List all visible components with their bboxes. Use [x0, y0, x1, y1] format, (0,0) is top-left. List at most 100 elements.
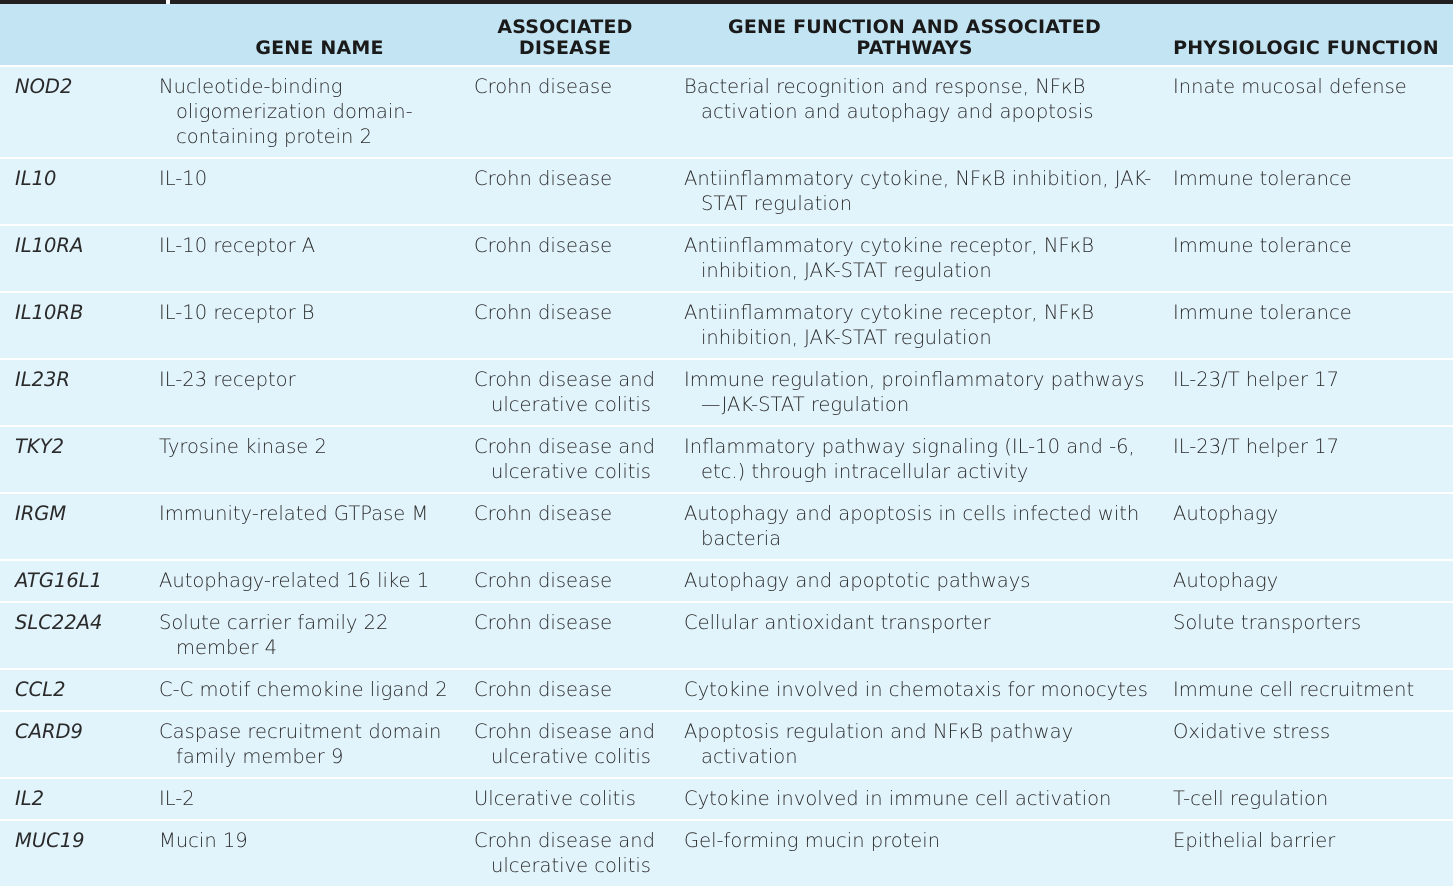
cell-physiologic: Autophagy — [1159, 492, 1453, 560]
physiologic-text: Oxidative stress — [1173, 720, 1331, 743]
top-rule-gap — [166, 0, 170, 4]
cell-gene: CCL2 — [0, 668, 145, 711]
pathway-text: Autophagy and apoptotic pathways — [684, 569, 1031, 592]
cell-gene-name: Solute carrier family 22 member 4 — [145, 601, 460, 669]
table-row: CCL2 C-C motif chemokine ligand 2 Crohn … — [0, 668, 1453, 711]
cell-physiologic: Solute transporters — [1159, 601, 1453, 669]
gene-name-text: IL-10 receptor A — [159, 234, 316, 257]
gene-name-text: IL-10 — [159, 167, 208, 190]
disease-text: Crohn disease — [474, 234, 613, 257]
cell-gene: IRGM — [0, 492, 145, 560]
cell-gene-name: IL-23 receptor — [145, 358, 460, 426]
header-gene-function: GENE FUNCTION AND ASSOCIATED PATHWAYS — [670, 4, 1159, 67]
physiologic-text: Autophagy — [1173, 569, 1279, 592]
cell-gene-name: Immunity-related GTPase M — [145, 492, 460, 560]
cell-pathway: Antiinflammatory cytokine, NFκB inhibiti… — [670, 157, 1159, 225]
cell-disease: Crohn disease and ulcerative colitis — [460, 425, 670, 493]
cell-gene: IL23R — [0, 358, 145, 426]
physiologic-text: Autophagy — [1173, 502, 1279, 525]
physiologic-text: Innate mucosal defense — [1173, 75, 1407, 98]
table-row: SLC22A4 Solute carrier family 22 member … — [0, 601, 1453, 669]
table-row: IL23R IL-23 receptor Crohn disease and u… — [0, 358, 1453, 426]
cell-gene-name: C-C motif chemokine ligand 2 — [145, 668, 460, 711]
cell-disease: Ulcerative colitis — [460, 777, 670, 820]
gene-name-text: Tyrosine kinase 2 — [159, 435, 327, 458]
cell-gene-name: Caspase recruitment domain family member… — [145, 710, 460, 778]
cell-gene: IL10RB — [0, 291, 145, 359]
header-associated-disease: ASSOCIATED DISEASE — [460, 4, 670, 67]
table-row: NOD2 Nucleotide-binding oligomerization … — [0, 65, 1453, 158]
cell-gene-name: IL-2 — [145, 777, 460, 820]
cell-disease: Crohn disease — [460, 559, 670, 602]
gene-name-text: Mucin 19 — [159, 829, 248, 852]
cell-gene: CARD9 — [0, 710, 145, 778]
disease-text: Crohn disease — [474, 75, 613, 98]
disease-text: Crohn disease — [474, 502, 613, 525]
cell-physiologic: Immune tolerance — [1159, 224, 1453, 292]
cell-disease: Crohn disease — [460, 601, 670, 669]
cell-disease: Crohn disease — [460, 224, 670, 292]
cell-disease: Crohn disease — [460, 291, 670, 359]
cell-gene-name: Nucleotide-binding oligomerization domai… — [145, 65, 460, 158]
cell-gene-name: IL-10 receptor A — [145, 224, 460, 292]
cell-gene: TKY2 — [0, 425, 145, 493]
pathway-text: Antiinflammatory cytokine receptor, NFκB… — [684, 301, 1094, 349]
cell-gene-name: IL-10 — [145, 157, 460, 225]
cell-gene: IL10 — [0, 157, 145, 225]
gene-name-text: Immunity-related GTPase M — [159, 502, 429, 525]
physiologic-text: T-cell regulation — [1173, 787, 1329, 810]
header-physiologic-function: PHYSIOLOGIC FUNCTION — [1159, 4, 1453, 67]
pathway-text: Inflammatory pathway signaling (IL-10 an… — [684, 435, 1135, 483]
disease-text: Crohn disease — [474, 301, 613, 324]
gene-name-text: Solute carrier family 22 member 4 — [159, 611, 389, 659]
physiologic-text: Immune tolerance — [1173, 301, 1352, 324]
disease-text: Crohn disease — [474, 569, 613, 592]
cell-pathway: Gel-forming mucin protein — [670, 819, 1159, 886]
cell-disease: Crohn disease and ulcerative colitis — [460, 358, 670, 426]
table-row: MUC19 Mucin 19 Crohn disease and ulcerat… — [0, 819, 1453, 886]
table-row: IL10 IL-10 Crohn disease Antiinflammator… — [0, 157, 1453, 225]
cell-pathway: Cytokine involved in chemotaxis for mono… — [670, 668, 1159, 711]
disease-text: Ulcerative colitis — [474, 787, 636, 810]
pathway-text: Cytokine involved in chemotaxis for mono… — [684, 678, 1148, 701]
table-row: IRGM Immunity-related GTPase M Crohn dis… — [0, 492, 1453, 560]
cell-physiologic: Epithelial barrier — [1159, 819, 1453, 886]
gene-name-text: Autophagy-related 16 like 1 — [159, 569, 430, 592]
cell-disease: Crohn disease and ulcerative colitis — [460, 819, 670, 886]
physiologic-text: Epithelial barrier — [1173, 829, 1336, 852]
cell-pathway: Bacterial recognition and response, NFκB… — [670, 65, 1159, 158]
pathway-text: Antiinflammatory cytokine receptor, NFκB… — [684, 234, 1094, 282]
physiologic-text: IL-23/T helper 17 — [1173, 368, 1339, 391]
cell-disease: Crohn disease — [460, 157, 670, 225]
cell-disease: Crohn disease and ulcerative colitis — [460, 710, 670, 778]
pathway-text: Immune regulation, proinflammatory pathw… — [684, 368, 1145, 416]
cell-pathway: Autophagy and apoptosis in cells infecte… — [670, 492, 1159, 560]
cell-disease: Crohn disease — [460, 492, 670, 560]
disease-text: Crohn disease — [474, 678, 613, 701]
gene-table: GENE NAME ASSOCIATED DISEASE GENE FUNCTI… — [0, 4, 1453, 886]
cell-gene: ATG16L1 — [0, 559, 145, 602]
cell-physiologic: Immune tolerance — [1159, 291, 1453, 359]
cell-physiologic: Innate mucosal defense — [1159, 65, 1453, 158]
cell-gene-name: Tyrosine kinase 2 — [145, 425, 460, 493]
cell-pathway: Autophagy and apoptotic pathways — [670, 559, 1159, 602]
disease-text: Crohn disease and ulcerative colitis — [474, 435, 655, 483]
cell-disease: Crohn disease — [460, 668, 670, 711]
pathway-text: Antiinflammatory cytokine, NFκB inhibiti… — [684, 167, 1152, 215]
physiologic-text: IL-23/T helper 17 — [1173, 435, 1339, 458]
cell-pathway: Cytokine involved in immune cell activat… — [670, 777, 1159, 820]
cell-pathway: Antiinflammatory cytokine receptor, NFκB… — [670, 224, 1159, 292]
pathway-text: Bacterial recognition and response, NFκB… — [684, 75, 1094, 123]
cell-gene: SLC22A4 — [0, 601, 145, 669]
cell-gene: NOD2 — [0, 65, 145, 158]
disease-text: Crohn disease and ulcerative colitis — [474, 829, 655, 877]
disease-text: Crohn disease and ulcerative colitis — [474, 368, 655, 416]
header-row: GENE NAME ASSOCIATED DISEASE GENE FUNCTI… — [0, 4, 1453, 67]
pathway-text: Cellular antioxidant transporter — [684, 611, 991, 634]
table-row: ATG16L1 Autophagy-related 16 like 1 Croh… — [0, 559, 1453, 602]
disease-text: Crohn disease — [474, 167, 613, 190]
cell-physiologic: IL-23/T helper 17 — [1159, 425, 1453, 493]
cell-gene-name: Mucin 19 — [145, 819, 460, 886]
gene-name-text: IL-23 receptor — [159, 368, 296, 391]
pathway-text: Autophagy and apoptosis in cells infecte… — [684, 502, 1140, 550]
